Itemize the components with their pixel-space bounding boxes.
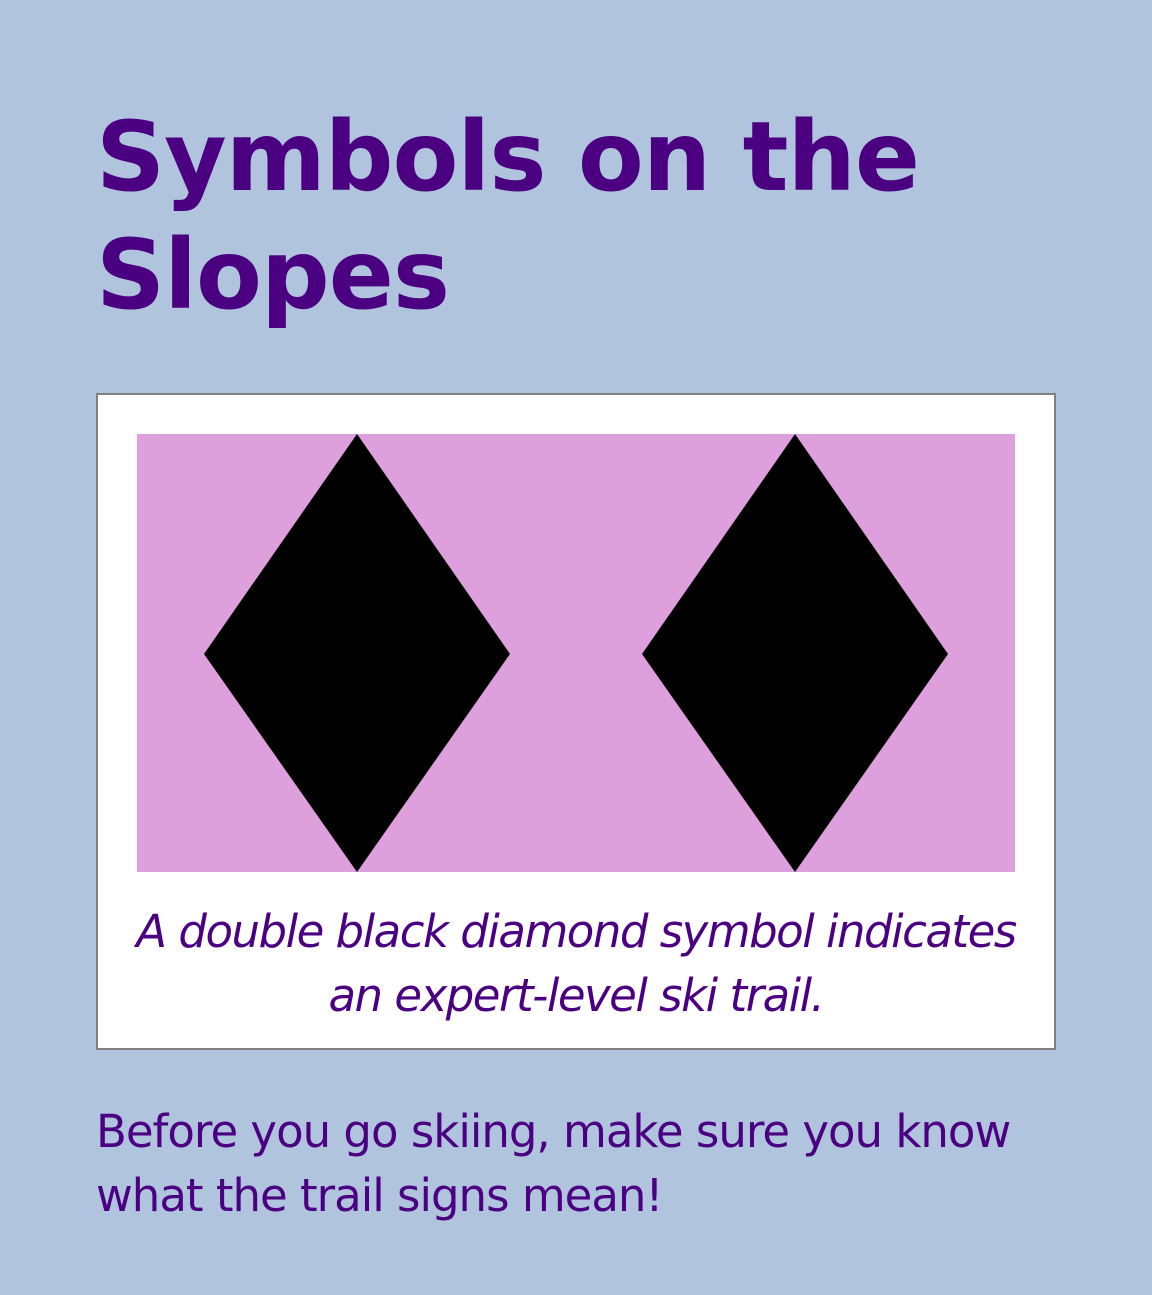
figure-caption: A double black diamond symbol indicates … [136,905,1017,1022]
page-title-line-2: Slopes [96,219,450,331]
intro-paragraph: Before you go skiing, make sure you know… [96,1105,1011,1222]
black-diamond-icon [204,434,510,872]
double-black-diamond-symbol [137,434,1015,872]
trail-symbol-figure: A double black diamond symbol indicates … [96,393,1056,1050]
page-title-line-1: Symbols on the [96,101,920,213]
double-black-diamond-graphic [204,434,948,872]
black-diamond-icon [642,434,948,872]
page-title: Symbols on the Slopes [96,98,996,334]
